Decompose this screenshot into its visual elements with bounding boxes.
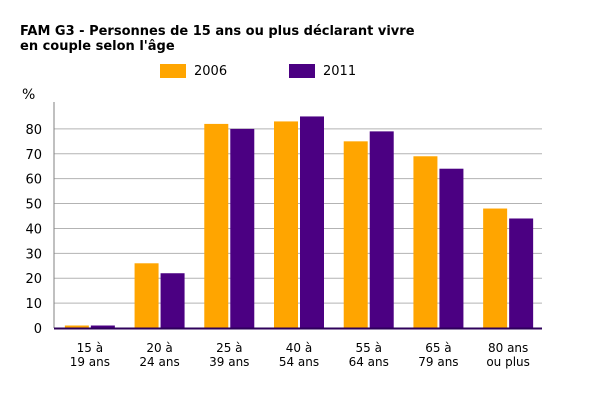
- chart-title: FAM G3 - Personnes de 15 ans ou plus déc…: [20, 24, 415, 39]
- chart-title-line-2: en couple selon l'âge: [20, 39, 175, 54]
- legend-swatch-2006: [160, 64, 186, 78]
- x-tick-label: 24 ans: [139, 355, 179, 369]
- y-tick-label: 50: [25, 198, 42, 213]
- legend-item-2011: 2011: [289, 63, 356, 79]
- x-tick-label: 54 ans: [279, 355, 319, 369]
- y-tick-label: 20: [25, 272, 42, 287]
- bar-2006-1: [134, 263, 159, 328]
- x-tick-label: 80 ans: [488, 341, 528, 355]
- y-tick-label: 70: [25, 148, 42, 163]
- axis-labels: 0 10 20 30 40 50 60 70 80 15 à19 ans 20 à24 ans 25 …: [25, 123, 529, 369]
- x-tick-label: ou plus: [486, 355, 530, 369]
- x-tick-label: 39 ans: [209, 355, 249, 369]
- y-axis-unit-label: %: [22, 87, 36, 103]
- x-tick-label: 15 à: [77, 341, 103, 355]
- x-tick-label: 20 à: [146, 341, 172, 355]
- legend-swatch-2011: [289, 64, 315, 78]
- bar-2011-1: [160, 273, 185, 328]
- x-tick-label: 64 ans: [349, 355, 389, 369]
- bar-2011-0: [90, 325, 115, 328]
- x-tick-label: 79 ans: [418, 355, 458, 369]
- bar-2006-5: [413, 156, 438, 328]
- y-tick-label: 80: [25, 123, 42, 138]
- y-tick-label: 60: [25, 173, 42, 188]
- bar-2006-2: [204, 123, 229, 329]
- bar-2006-0: [64, 325, 89, 328]
- axes: [53, 102, 542, 330]
- bar-2006-3: [274, 121, 298, 328]
- x-tick-label: 55 à: [355, 341, 381, 355]
- x-tick-label: 19 ans: [70, 355, 110, 369]
- bar-2011-3: [300, 116, 324, 328]
- x-tick-label: 25 à: [216, 341, 242, 355]
- y-tick-label: 10: [25, 297, 42, 312]
- bar-2011-5: [439, 168, 464, 328]
- bar-2011-6: [509, 218, 534, 328]
- legend-label-2011: 2011: [323, 63, 357, 79]
- bar-2011-2: [230, 128, 255, 328]
- y-tick-label: 0: [34, 322, 42, 337]
- y-tick-label: 30: [25, 247, 42, 262]
- y-tick-label: 40: [25, 222, 42, 237]
- legend-item-2006: 2006: [160, 63, 227, 79]
- bars: [64, 116, 534, 329]
- legend-label-2006: 2006: [194, 63, 228, 79]
- bar-2006-4: [343, 141, 368, 328]
- x-tick-label: 65 à: [425, 341, 451, 355]
- bar-2011-4: [369, 131, 394, 328]
- x-tick-label: 40 à: [286, 341, 312, 355]
- bar-2006-6: [483, 208, 508, 328]
